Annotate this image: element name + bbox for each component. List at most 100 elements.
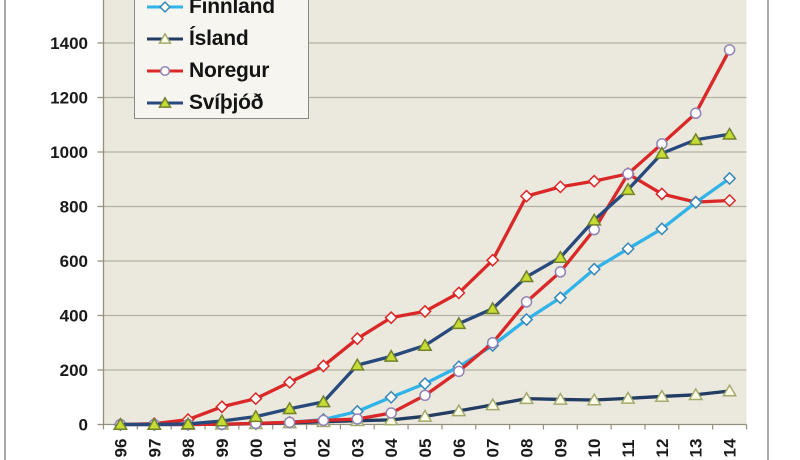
marker-triangle-Svíþjóð [315,394,331,408]
marker-diamond-unlabeled [553,180,568,194]
x-axis-label: 00 [247,439,266,458]
y-axis-label: 400 [60,307,88,326]
y-axis-label: 800 [60,198,88,217]
legend-label: Svíþjóð [189,91,264,114]
marker-diamond-unlabeled [249,391,263,406]
marker-circle-Noregur [351,413,364,425]
y-axis-label: 0 [79,416,88,435]
marker-triangle-Ísland [383,412,399,426]
marker-triangle-Svíþjóð [282,401,298,415]
marker-triangle-Svíþjóð [180,416,196,430]
marker-triangle-Ísland [654,389,670,402]
marker-circle-Noregur [283,416,296,429]
marker-triangle-Svíþjóð [519,269,535,283]
marker-diamond-Finnland [159,1,171,13]
x-axis-label: 05 [416,439,435,458]
marker-diamond-Finnland [722,171,737,186]
marker-triangle-Ísland [519,391,535,405]
marker-diamond-unlabeled [350,332,364,346]
marker-diamond-unlabeled [282,375,297,389]
y-axis-label: 1000 [50,143,88,162]
marker-diamond-Finnland [418,376,432,391]
marker-circle-Noregur [554,266,567,278]
marker-diamond-unlabeled [418,304,432,319]
chart-frame-right-border [767,0,769,460]
marker-triangle-Svíþjóð [158,96,172,108]
series-Svíþjóð [112,127,738,431]
marker-diamond-Finnland [519,312,534,327]
legend-label: Finnland [189,0,275,18]
legend-item-noregur: Noregur [146,55,308,87]
legend-item-finnland: Finnland [146,0,308,23]
marker-diamond-unlabeled [215,400,229,414]
legend-item-ísland: Ísland [146,23,308,55]
legend-swatch-diamond-icon [147,1,183,13]
x-axis-label: 97 [145,439,164,458]
marker-diamond-unlabeled [722,193,737,208]
legend-label: Noregur [189,59,270,82]
x-axis-label: 07 [484,439,503,458]
marker-triangle-Ísland [722,383,738,397]
marker-triangle-Ísland [158,32,172,44]
marker-triangle-Svíþjóð [586,212,602,226]
marker-triangle-Ísland [620,391,636,404]
marker-triangle-Ísland [586,392,602,406]
x-axis-label: 10 [585,439,604,458]
x-axis-label: 14 [721,438,740,457]
marker-diamond-unlabeled [452,286,466,300]
marker-diamond-Finnland [689,195,703,210]
legend: Finnland Ísland Noregur Svíþjóð [134,0,309,119]
marker-diamond-unlabeled [486,253,500,267]
marker-triangle-Svíþjóð [688,132,704,146]
marker-triangle-Svíþjóð [248,409,264,423]
marker-triangle-Svíþjóð [383,349,399,362]
marker-triangle-Svíþjóð [112,417,128,431]
marker-triangle-Ísland [552,392,568,405]
marker-circle-Noregur [520,296,533,308]
x-axis-label: 12 [653,439,672,458]
marker-circle-Noregur [317,414,330,427]
marker-triangle-Ísland [688,387,704,401]
marker-circle-Noregur [419,389,431,402]
marker-triangle-Svíþjóð [654,146,670,159]
legend-swatch-triangle-icon [147,32,183,44]
y-axis-label: 1400 [50,34,88,53]
y-axis-label: 200 [60,361,88,380]
series-Noregur [114,44,736,431]
marker-triangle-Svíþjóð [349,357,365,371]
marker-triangle-Ísland [485,397,501,411]
marker-triangle-Svíþjóð [451,316,467,330]
x-axis-label: 03 [348,439,367,458]
marker-diamond-unlabeled [316,359,331,373]
marker-circle-Noregur [723,44,736,56]
x-axis-label: 13 [687,439,706,458]
x-axis-label: 99 [213,439,232,458]
marker-triangle-Ísland [451,403,467,417]
x-axis-label: 06 [450,439,469,458]
y-axis-label: 1200 [50,89,88,108]
marker-triangle-Svíþjóð [722,127,738,140]
marker-diamond-Finnland [587,262,601,276]
marker-diamond-unlabeled [655,187,669,201]
marker-triangle-Svíþjóð [485,301,501,315]
y-axis-label: 600 [60,252,88,271]
marker-diamond-Finnland [384,390,398,404]
marker-diamond-Finnland [655,222,669,236]
marker-diamond-Finnland [553,291,568,305]
x-axis-label: 09 [551,439,570,458]
marker-circle-Noregur [159,65,171,77]
legend-label: Ísland [189,27,249,50]
x-axis-label: 08 [518,439,537,458]
marker-triangle-Svíþjóð [214,413,230,427]
x-axis-label: 04 [382,438,401,457]
marker-triangle-Svíþjóð [417,338,433,351]
marker-circle-Noregur [385,407,397,419]
marker-diamond-unlabeled [519,189,534,203]
x-axis-label: 98 [179,439,198,458]
chart-frame-left-border [4,0,6,460]
x-axis-label: 02 [314,439,333,458]
marker-circle-Noregur [453,365,465,378]
x-axis-label: 01 [281,439,300,458]
